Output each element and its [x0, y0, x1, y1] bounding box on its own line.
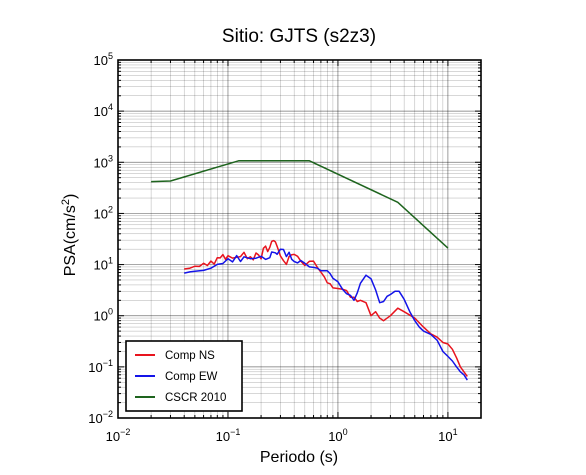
x-tick-label-base: 10 [106, 429, 120, 444]
y-tick-label-base: 10 [94, 258, 108, 273]
y-axis-label-sup: 2 [60, 199, 72, 205]
y-tick-label-exp: −1 [103, 358, 113, 368]
legend-label: Comp EW [165, 371, 218, 383]
x-tick-label: 10−1 [216, 427, 241, 444]
y-tick-label: 102 [94, 204, 113, 221]
y-tick-label-exp: 4 [108, 102, 113, 112]
y-tick-label-base: 10 [94, 309, 108, 324]
x-tick-label-base: 10 [438, 429, 452, 444]
y-tick-label-base: 10 [94, 53, 108, 68]
y-tick-label: 103 [94, 153, 113, 170]
x-tick-label-exp: 1 [453, 427, 458, 437]
y-tick-label-exp: 0 [108, 307, 113, 317]
y-tick-label-exp: 1 [108, 256, 113, 266]
y-axis-label: PSA(cm/s2) [60, 194, 79, 277]
x-tick-label-exp: −1 [230, 427, 240, 437]
y-axis-label-base: PSA(cm/s [62, 205, 79, 276]
series-line-comp-ew [184, 248, 468, 381]
x-tick-label-base: 10 [216, 429, 230, 444]
series-line-cscr-2010 [151, 160, 449, 249]
y-axis-label-close: ) [62, 194, 79, 199]
series-lines [151, 160, 468, 381]
y-tick-label: 10−1 [88, 358, 113, 375]
y-tick-label: 10−2 [88, 409, 113, 426]
series-line-comp-ns [184, 239, 468, 377]
y-tick-label-base: 10 [94, 206, 108, 221]
y-tick-label: 105 [94, 51, 113, 68]
x-tick-label: 10−2 [106, 427, 131, 444]
y-tick-label-base: 10 [88, 411, 102, 426]
y-tick-label: 104 [94, 102, 113, 119]
x-tick-label: 101 [438, 427, 457, 444]
y-tick-label-exp: 3 [108, 153, 113, 163]
x-tick-label: 100 [328, 427, 347, 444]
grid [117, 59, 482, 419]
axis-ticks [117, 59, 482, 419]
legend: Comp NS Comp EW CSCR 2010 [125, 340, 243, 412]
y-tick-label-exp: 2 [108, 204, 113, 214]
y-tick-label: 100 [94, 307, 113, 324]
y-tick-label-base: 10 [94, 104, 108, 119]
chart-title: Sitio: GJTS (s2z3) [222, 26, 376, 47]
x-tick-label-exp: 0 [343, 427, 348, 437]
y-tick-label-exp: −2 [103, 409, 113, 419]
x-axis-label: Periodo (s) [260, 449, 338, 466]
y-tick-label: 101 [94, 256, 113, 273]
legend-label: Comp NS [165, 350, 215, 362]
y-tick-label-base: 10 [94, 155, 108, 170]
x-tick-label-exp: −2 [120, 427, 130, 437]
y-tick-label-base: 10 [88, 360, 102, 375]
x-tick-label-base: 10 [328, 429, 342, 444]
y-tick-label-exp: 5 [108, 51, 113, 61]
plot-frame [117, 59, 482, 419]
legend-label: CSCR 2010 [165, 392, 226, 404]
